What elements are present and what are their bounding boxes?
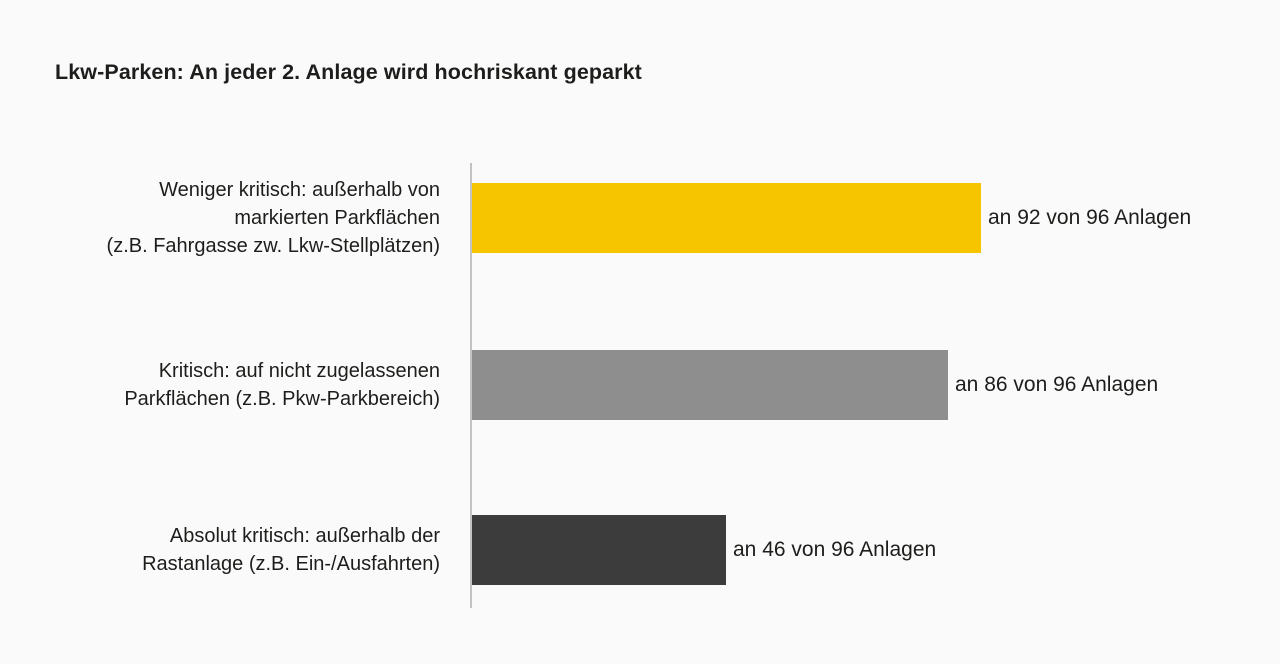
y-axis-line [470,163,472,608]
bar-row-weniger-kritisch: Weniger kritisch: außerhalb von markiert… [0,179,1280,257]
category-label-line: (z.B. Fahrgasse zw. Lkw-Stellplätzen) [106,235,440,257]
category-label-line: Rastanlage (z.B. Ein-/Ausfahrten) [142,553,440,575]
category-label-line: Absolut kritisch: außerhalb der [169,525,440,547]
category-label-line: Parkflächen (z.B. Pkw-Parkbereich) [124,388,440,410]
category-label-line: markierten Parkflächen [234,207,440,229]
category-label: Absolut kritisch: außerhalb der Rastanla… [0,515,455,585]
category-label-line: Weniger kritisch: außerhalb von [159,179,440,201]
category-label: Kritisch: auf nicht zugelassenen Parkflä… [0,350,455,420]
bar-kritisch [472,350,948,420]
bar-row-absolut-kritisch: Absolut kritisch: außerhalb der Rastanla… [0,515,1280,585]
bar-row-kritisch: Kritisch: auf nicht zugelassenen Parkflä… [0,350,1280,420]
value-label: an 86 von 96 Anlagen [955,373,1159,396]
bar-weniger-kritisch [472,183,981,253]
bar-absolut-kritisch [472,515,726,585]
category-label: Weniger kritisch: außerhalb von markiert… [0,179,455,257]
value-label: an 92 von 96 Anlagen [988,206,1192,229]
chart-title: Lkw-Parken: An jeder 2. Anlage wird hoch… [55,60,642,84]
category-label-line: Kritisch: auf nicht zugelassenen [158,360,440,382]
value-label: an 46 von 96 Anlagen [733,538,937,561]
